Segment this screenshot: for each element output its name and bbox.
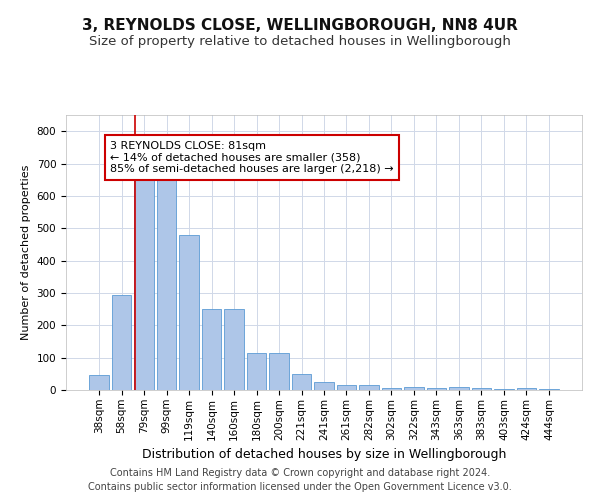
Bar <box>382 388 401 390</box>
Bar <box>449 388 469 390</box>
Bar <box>337 385 356 390</box>
Bar <box>112 295 131 390</box>
Text: Size of property relative to detached houses in Wellingborough: Size of property relative to detached ho… <box>89 35 511 48</box>
Bar <box>539 389 559 390</box>
X-axis label: Distribution of detached houses by size in Wellingborough: Distribution of detached houses by size … <box>142 448 506 461</box>
Bar <box>517 388 536 390</box>
Text: Contains public sector information licensed under the Open Government Licence v3: Contains public sector information licen… <box>88 482 512 492</box>
Bar <box>472 388 491 390</box>
Text: 3 REYNOLDS CLOSE: 81sqm
← 14% of detached houses are smaller (358)
85% of semi-d: 3 REYNOLDS CLOSE: 81sqm ← 14% of detache… <box>110 141 394 174</box>
Bar <box>224 309 244 390</box>
Bar <box>404 388 424 390</box>
Bar <box>269 354 289 390</box>
Bar <box>157 176 176 390</box>
Bar <box>134 178 154 390</box>
Text: 3, REYNOLDS CLOSE, WELLINGBOROUGH, NN8 4UR: 3, REYNOLDS CLOSE, WELLINGBOROUGH, NN8 4… <box>82 18 518 32</box>
Y-axis label: Number of detached properties: Number of detached properties <box>21 165 31 340</box>
Bar <box>202 309 221 390</box>
Bar <box>494 389 514 390</box>
Bar <box>314 382 334 390</box>
Text: Contains HM Land Registry data © Crown copyright and database right 2024.: Contains HM Land Registry data © Crown c… <box>110 468 490 477</box>
Bar <box>179 234 199 390</box>
Bar <box>292 374 311 390</box>
Bar <box>359 386 379 390</box>
Bar <box>247 354 266 390</box>
Bar <box>89 376 109 390</box>
Bar <box>427 388 446 390</box>
